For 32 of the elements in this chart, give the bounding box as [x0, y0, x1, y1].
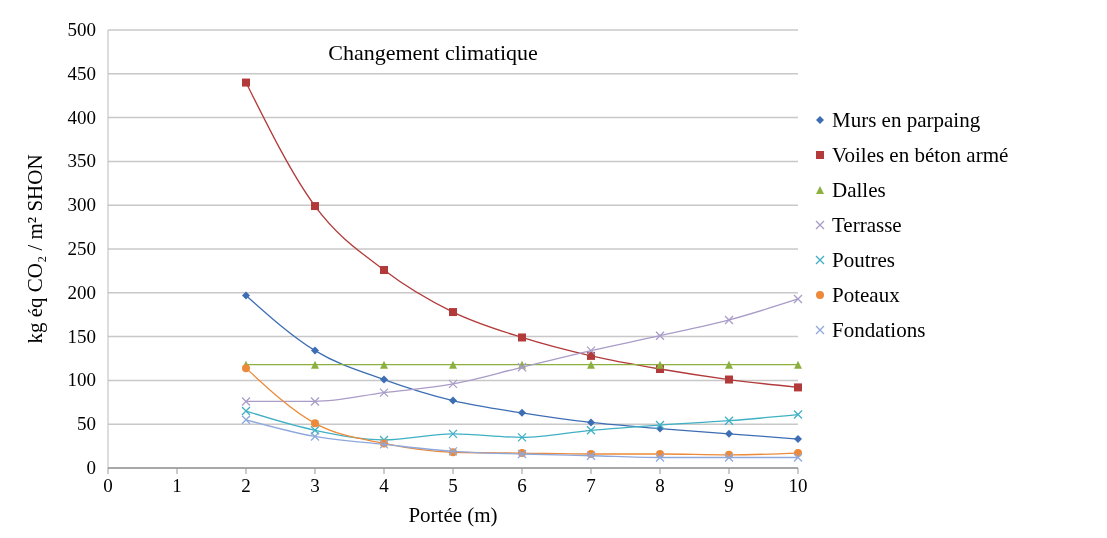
y-tick-label: 250: [67, 238, 96, 259]
y-tick-label: 500: [67, 19, 96, 40]
x-tick-label: 10: [788, 475, 808, 496]
y-tick-label: 450: [67, 62, 96, 84]
legend-label: Fondations: [832, 318, 926, 342]
x-tick-label: 0: [103, 475, 113, 496]
y-tick-label: 100: [67, 369, 96, 391]
x-tick-label: 8: [655, 475, 665, 496]
legend-label: Murs en parpaing: [832, 108, 981, 132]
legend-label: Terrasse: [832, 213, 902, 237]
legend-label: Dalles: [832, 178, 886, 202]
x-tick-label: 2: [241, 475, 251, 496]
text: Changement climatique: [328, 40, 538, 65]
y-axis-title: kg éq CO₂ / m² SHON: [23, 154, 47, 344]
x-axis-title: Portée (m): [408, 503, 498, 527]
legend-label: Poteaux: [832, 283, 901, 307]
legend-label: Voiles en béton armé: [832, 143, 1009, 167]
y-tick-label: 400: [67, 106, 96, 128]
x-tick-label: 4: [379, 475, 390, 496]
y-tick-label: 200: [67, 281, 96, 303]
x-tick-label: 5: [448, 475, 458, 496]
legend-label: Poutres: [832, 248, 895, 272]
y-tick-label: 150: [67, 325, 96, 347]
x-tick-label: 6: [517, 475, 527, 496]
x-tick-label: 1: [172, 475, 182, 496]
y-tick-label: 300: [67, 194, 96, 216]
x-tick-label: 3: [310, 475, 320, 496]
y-tick-label: 350: [67, 150, 96, 172]
x-tick-label: 9: [724, 475, 734, 496]
y-tick-label: 50: [77, 413, 96, 435]
x-tick-label: 7: [586, 475, 596, 496]
y-tick-label: 0: [86, 457, 96, 478]
